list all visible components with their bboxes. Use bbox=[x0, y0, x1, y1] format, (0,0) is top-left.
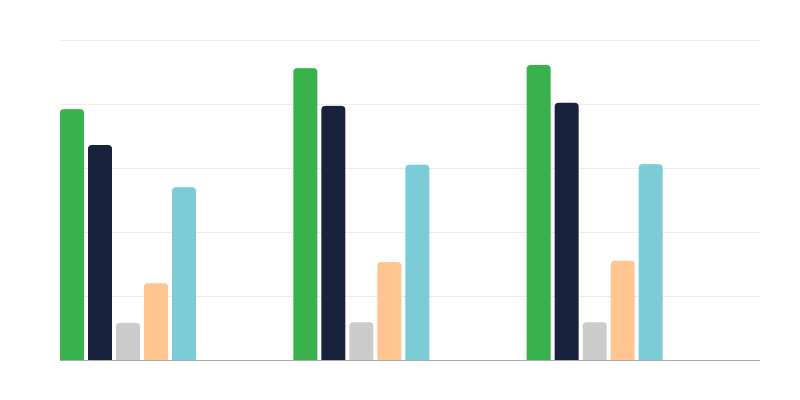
bar-series-2-group-1 bbox=[88, 144, 112, 360]
bar-series-3-group-3 bbox=[582, 322, 607, 360]
bar-series-4-group-3 bbox=[610, 260, 635, 360]
bar-series-1-group-1 bbox=[60, 109, 84, 361]
bar-series-4-group-1 bbox=[144, 283, 168, 360]
bar-series-2-group-2 bbox=[321, 105, 346, 360]
bar-series-5-group-3 bbox=[638, 164, 663, 360]
bar-series-2-group-3 bbox=[554, 102, 579, 360]
bar-series-3-group-1 bbox=[116, 322, 140, 360]
bar-series-3-group-2 bbox=[349, 322, 374, 360]
bar-series-5-group-2 bbox=[405, 164, 430, 360]
bar-series-1-group-3 bbox=[526, 64, 551, 361]
bars bbox=[60, 64, 663, 361]
bar-series-4-group-2 bbox=[377, 262, 402, 360]
bar-series-1-group-2 bbox=[293, 68, 318, 360]
bar-series-5-group-1 bbox=[172, 187, 196, 360]
